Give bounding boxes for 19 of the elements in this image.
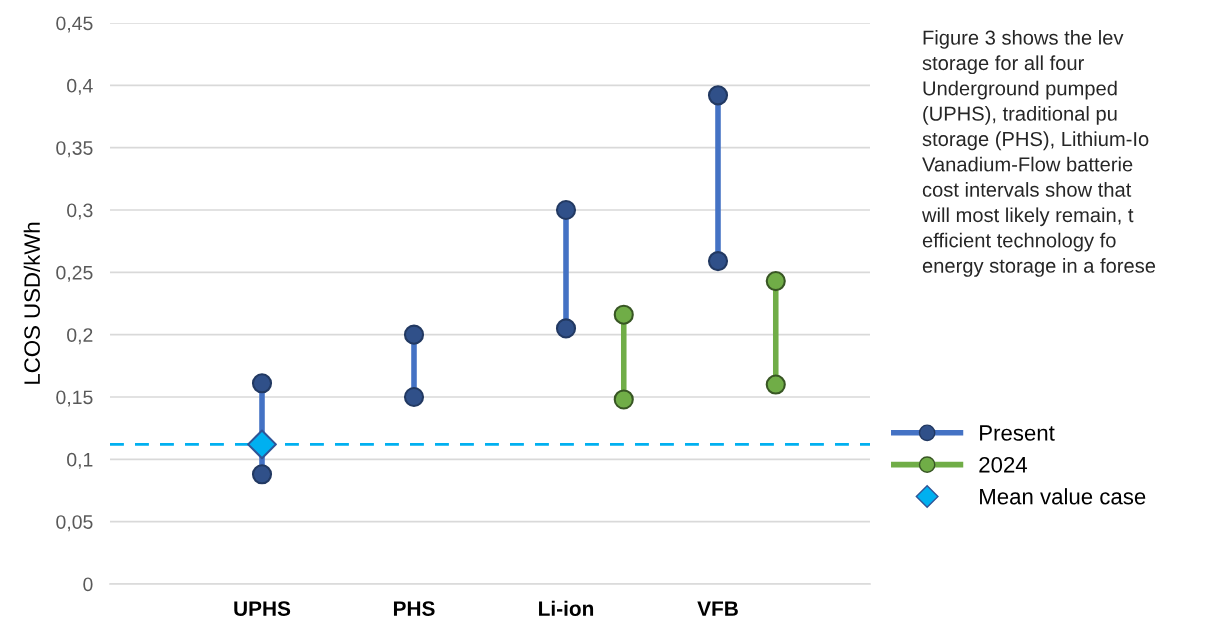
x-tick-label: VFB — [697, 601, 738, 616]
y-tick-label: 0,1 — [67, 452, 93, 469]
legend-label: Mean value case — [980, 488, 1146, 505]
y-tick-label: 0,25 — [56, 265, 93, 282]
text: Figure 3 shows the lev storage for all four Underground pumped (UPHS), traditional pu storage (PHS), Lithium-Io Vanadium-Flow batterie cost intervals show that will most likely remain, t efficient technology fo energy storage in a forese — [921, 30, 1156, 277]
y-tick-label: 0,15 — [56, 390, 93, 407]
x-tick-label: UPHS — [234, 601, 291, 616]
y-tick-label: 0 — [83, 577, 93, 592]
x-tick-label: Li-ion — [539, 600, 594, 616]
y-tick-label: 0,35 — [56, 141, 93, 158]
legend-label: 2024 — [979, 456, 1028, 473]
y-tick-label: 0,05 — [56, 515, 93, 532]
y-axis-title: LCOS USD/kWh — [23, 222, 40, 384]
y-tick-label: 0,2 — [67, 328, 93, 345]
x-tick-label: PHS — [393, 601, 435, 616]
y-tick-label: 0,3 — [67, 203, 93, 220]
y-tick-label: 0,45 — [56, 16, 93, 33]
legend-label: Present — [980, 425, 1055, 441]
y-tick-label: 0,4 — [67, 78, 93, 95]
